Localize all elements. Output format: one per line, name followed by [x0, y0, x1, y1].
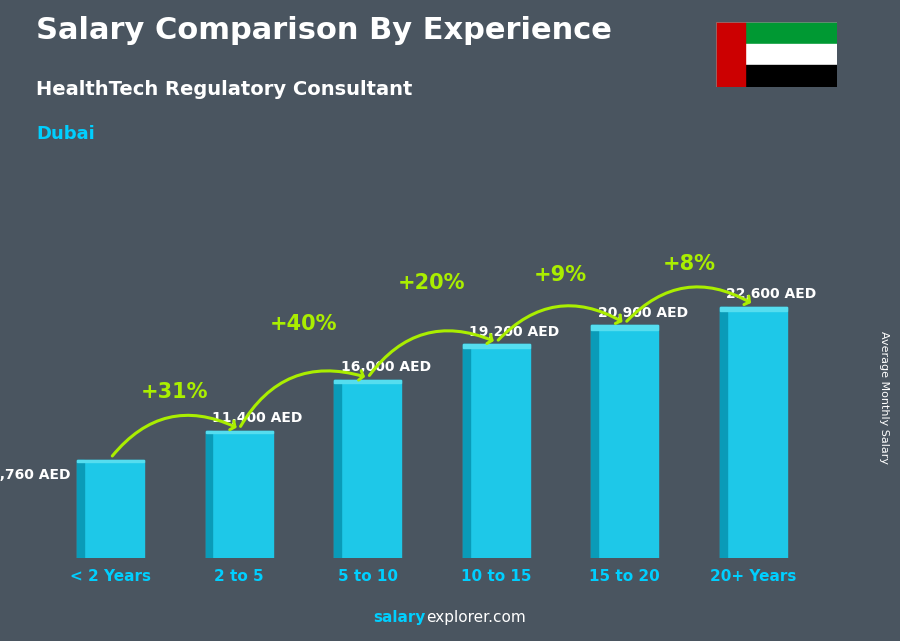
Text: HealthTech Regulatory Consultant: HealthTech Regulatory Consultant: [36, 80, 412, 99]
Text: Average Monthly Salary: Average Monthly Salary: [878, 331, 889, 464]
Bar: [716, 22, 744, 87]
Text: 20,900 AED: 20,900 AED: [598, 306, 688, 320]
Bar: [77, 460, 144, 462]
Text: +40%: +40%: [270, 314, 338, 335]
Bar: [463, 344, 530, 348]
Text: +9%: +9%: [534, 265, 587, 285]
Bar: [716, 22, 837, 44]
Text: salary: salary: [374, 610, 426, 625]
Bar: [716, 44, 837, 65]
Bar: [591, 326, 658, 558]
Bar: [720, 306, 726, 558]
Text: +20%: +20%: [398, 273, 466, 293]
Text: Salary Comparison By Experience: Salary Comparison By Experience: [36, 16, 612, 45]
Text: 16,000 AED: 16,000 AED: [341, 360, 431, 374]
Text: 19,200 AED: 19,200 AED: [469, 325, 560, 339]
Bar: [720, 306, 787, 558]
Text: Dubai: Dubai: [36, 125, 94, 143]
Bar: [334, 380, 341, 558]
Bar: [206, 431, 273, 558]
Text: explorer.com: explorer.com: [426, 610, 526, 625]
Bar: [463, 344, 530, 558]
Text: +31%: +31%: [141, 382, 209, 402]
Text: +8%: +8%: [662, 254, 716, 274]
Bar: [591, 326, 599, 558]
Bar: [591, 326, 658, 329]
Bar: [206, 431, 273, 433]
Bar: [334, 380, 401, 383]
Bar: [716, 65, 837, 87]
Bar: [77, 460, 144, 558]
Bar: [206, 431, 212, 558]
Bar: [334, 380, 401, 558]
Bar: [77, 460, 84, 558]
Bar: [720, 306, 787, 311]
Text: 22,600 AED: 22,600 AED: [726, 287, 816, 301]
Text: 11,400 AED: 11,400 AED: [212, 412, 302, 426]
Bar: [463, 344, 470, 558]
Text: 8,760 AED: 8,760 AED: [0, 468, 71, 482]
